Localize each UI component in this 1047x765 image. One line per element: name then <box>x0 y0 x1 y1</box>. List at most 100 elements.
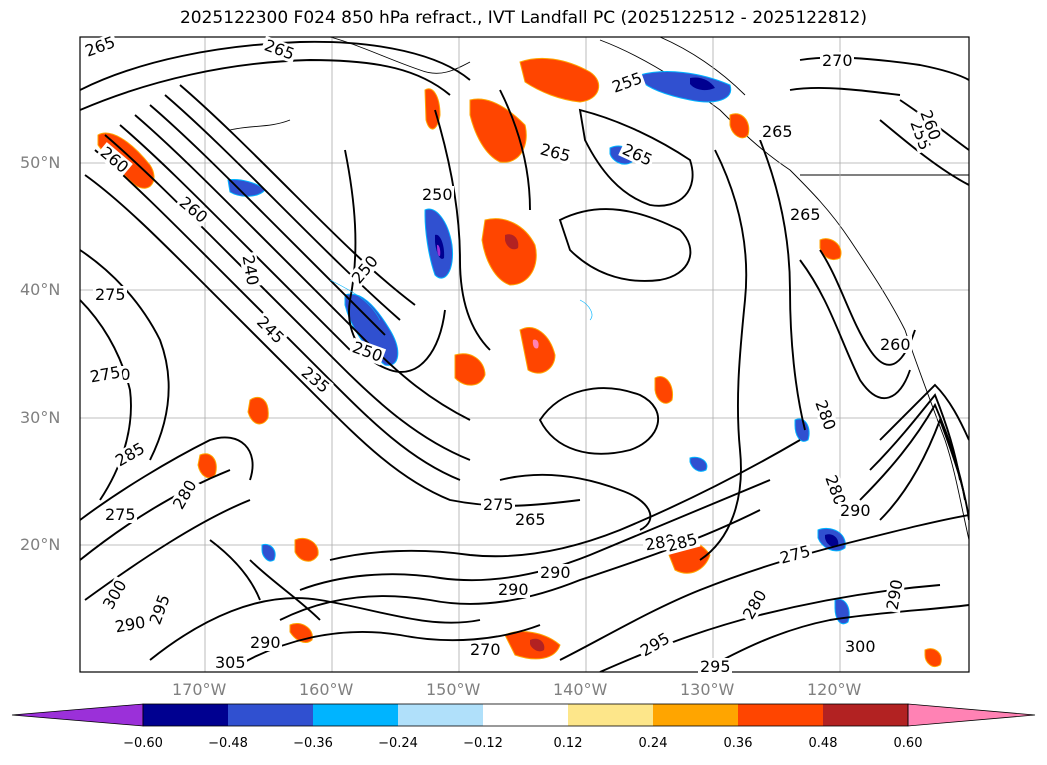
colorbar-tick-label: −0.60 <box>123 736 163 751</box>
contour-label-bg <box>788 206 822 223</box>
colorbar-tick-label: −0.12 <box>463 736 503 751</box>
contour-label-bg <box>347 251 383 289</box>
faint-outlines <box>329 279 593 321</box>
colorbar-segment <box>823 704 908 726</box>
contour-label-bg <box>607 68 646 97</box>
contour-label: 265 <box>762 122 793 141</box>
contour-label: 300 <box>845 637 876 656</box>
contour-label-bg <box>168 475 201 514</box>
map-plot-area <box>80 37 969 672</box>
contour-label-bg <box>916 105 945 144</box>
contour-label: 295 <box>700 657 731 676</box>
contour-label-bg <box>93 286 127 303</box>
contour-label-bg <box>843 638 877 655</box>
shaded-negative-strong <box>435 77 839 547</box>
contour-label: 290 <box>540 563 571 582</box>
contour-label-bg <box>496 581 530 598</box>
contour-label: 305 <box>215 653 246 672</box>
colorbar-segment <box>568 704 653 726</box>
contour-label: 265 <box>515 510 546 529</box>
contour-label-bg <box>618 139 657 170</box>
contour-label-bg <box>906 115 935 154</box>
contour-label: 290 <box>250 633 281 652</box>
contour-label: 275 <box>105 505 136 524</box>
contour-label: 250 <box>422 185 453 204</box>
contour-label-bg <box>663 529 701 556</box>
contour-label-bg <box>145 590 174 629</box>
colorbar-segment <box>738 704 823 726</box>
contour-label: 275 <box>483 495 514 514</box>
lat-label-40n: 40°N <box>20 280 61 299</box>
contour-label-bg <box>838 502 872 519</box>
contour-label-bg <box>821 470 850 509</box>
contour-label-bg <box>883 576 906 614</box>
lat-label-20n: 20°N <box>20 535 61 554</box>
contour-label-bg <box>698 658 732 675</box>
colorbar-border <box>142 703 909 727</box>
contour-label-bg <box>252 311 289 348</box>
contour-label-bg <box>248 634 282 651</box>
lon-label-120w: 120°W <box>807 680 862 699</box>
contour-label: 265 <box>790 205 821 224</box>
lon-label-130w: 130°W <box>680 680 735 699</box>
colorbar-segment <box>653 704 738 726</box>
lon-label-140w: 140°W <box>553 680 608 699</box>
contour-label-bg <box>86 363 124 386</box>
contour-label: 270 <box>822 51 853 70</box>
contour-label: 260 <box>880 335 911 354</box>
colorbar-extend-max <box>907 703 1036 727</box>
contour-label-bg <box>811 395 840 434</box>
contour-label-bg <box>820 52 854 69</box>
contour-label-bg <box>481 496 515 513</box>
contour-label-bg <box>174 192 212 228</box>
contour-label-bg <box>760 123 794 140</box>
contour-label: 270 <box>470 640 501 659</box>
contour-label-bg <box>103 506 137 523</box>
colorbar-segment <box>143 704 228 726</box>
colorbar <box>11 703 1036 727</box>
map-title: 2025122300 F024 850 hPa refract., IVT La… <box>179 8 867 28</box>
contour-label-bg <box>468 641 502 658</box>
colorbar-tick-label: −0.48 <box>208 736 248 751</box>
colorbar-segment <box>228 704 313 726</box>
contour-label-bg <box>738 585 771 624</box>
contour-label-bg <box>348 337 387 366</box>
contour-label: 275 <box>95 285 126 304</box>
colorbar-segment <box>483 704 568 726</box>
contour-label-bg <box>260 35 299 64</box>
contour-label-bg <box>239 251 262 289</box>
lat-label-30n: 30°N <box>20 408 61 427</box>
contour-label-bg <box>420 186 454 203</box>
contour-label-bg <box>296 362 334 398</box>
lon-label-170w: 170°W <box>172 680 227 699</box>
colorbar-tick-label: 0.48 <box>808 736 838 751</box>
colorbar-tick-label: −0.36 <box>293 736 333 751</box>
contour-label-bg <box>98 575 131 614</box>
contour-label-bg <box>776 541 814 568</box>
contour-label: 290 <box>498 580 529 599</box>
contour-label-bg <box>878 336 912 353</box>
contour-label-bg <box>110 438 149 471</box>
lon-label-150w: 150°W <box>426 680 481 699</box>
contour-label-bg <box>538 564 572 581</box>
contour-label-bg <box>80 32 119 61</box>
contour-label-bg <box>635 628 674 661</box>
refractivity-contours <box>80 40 969 672</box>
contour-label-bg <box>213 654 247 671</box>
lat-label-50n: 50°N <box>20 153 61 172</box>
colorbar-segment <box>398 704 483 726</box>
contour-label: 290 <box>840 501 871 520</box>
contour-label-bg <box>513 511 547 528</box>
colorbar-segment <box>313 704 398 726</box>
colorbar-tick-label: 0.36 <box>723 736 753 751</box>
lon-label-160w: 160°W <box>299 680 354 699</box>
contour-label-bg <box>95 142 133 178</box>
colorbar-extend-min <box>11 703 144 727</box>
contour-label-bg <box>111 613 149 636</box>
colorbar-tick-label: 0.24 <box>638 736 668 751</box>
shaded-positive-strong <box>505 234 545 652</box>
colorbar-tick-label: 0.12 <box>553 736 583 751</box>
colorbar-tick-label: −0.24 <box>378 736 418 751</box>
colorbar-tick-label: 0.60 <box>893 736 923 751</box>
